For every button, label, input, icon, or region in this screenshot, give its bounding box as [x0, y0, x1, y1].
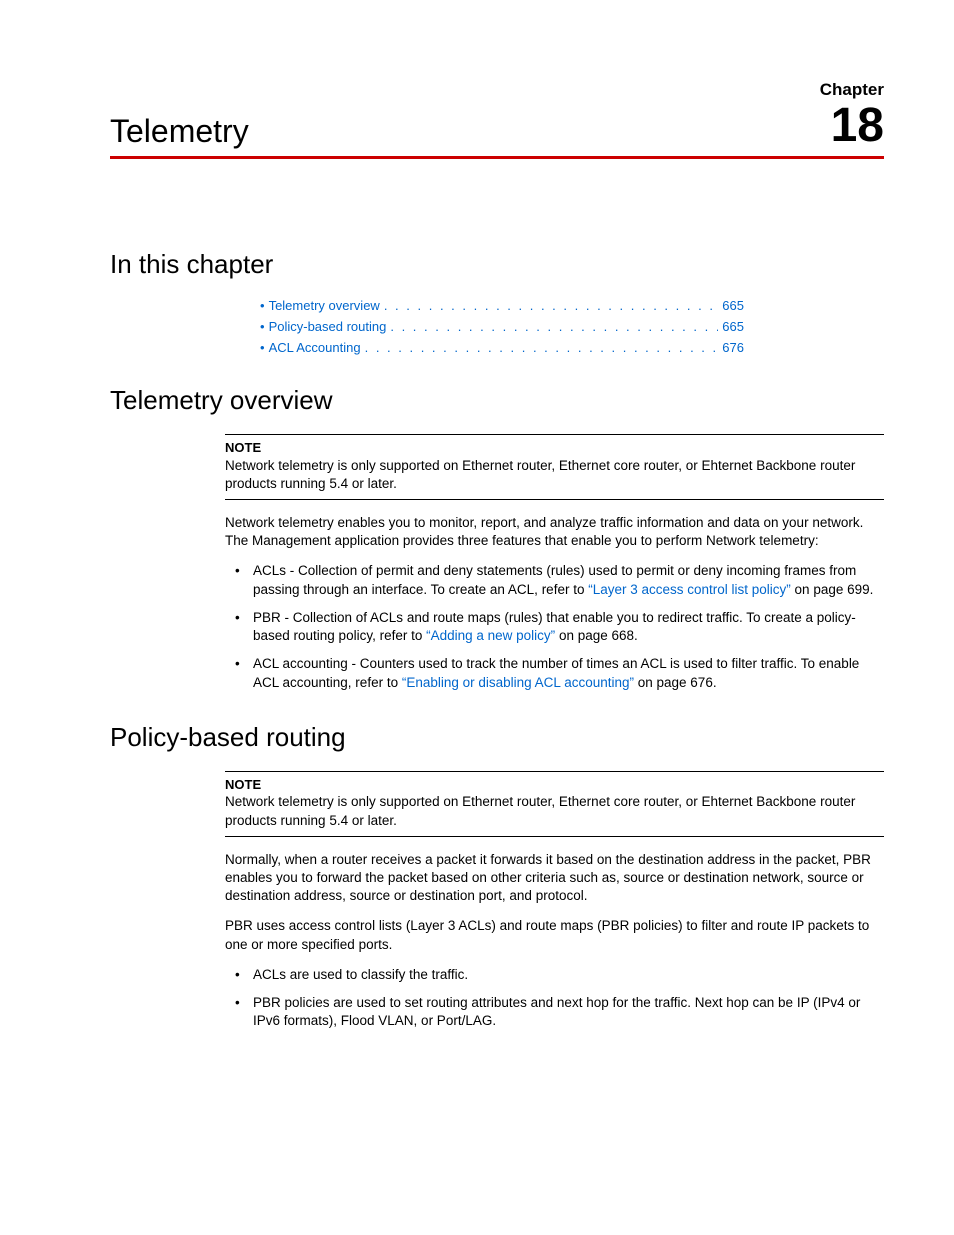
- chapter-label-block: Chapter 18: [820, 80, 884, 150]
- section-heading-telemetry-overview: Telemetry overview: [110, 385, 884, 416]
- chapter-label: Chapter: [820, 80, 884, 100]
- toc-leader: . . . . . . . . . . . . . . . . . . . . …: [390, 319, 718, 334]
- note-box: NOTE Network telemetry is only supported…: [225, 771, 884, 837]
- note-text: Network telemetry is only supported on E…: [225, 793, 884, 829]
- bullet-icon: •: [260, 340, 265, 355]
- toc-list: • Telemetry overview . . . . . . . . . .…: [260, 298, 884, 355]
- list-text: PBR policies are used to set routing att…: [253, 995, 860, 1028]
- list-item: ACLs are used to classify the traffic.: [225, 966, 884, 984]
- chapter-header: Telemetry Chapter 18: [110, 80, 884, 150]
- toc-link-pbr[interactable]: Policy-based routing: [269, 319, 387, 334]
- header-rule: [110, 156, 884, 159]
- note-label: NOTE: [225, 776, 884, 794]
- toc-item: • ACL Accounting . . . . . . . . . . . .…: [260, 340, 884, 355]
- list-text-post: on page 676.: [634, 675, 717, 690]
- bullet-list: ACLs - Collection of permit and deny sta…: [225, 562, 884, 691]
- list-item: ACLs - Collection of permit and deny sta…: [225, 562, 884, 598]
- section-heading-in-this-chapter: In this chapter: [110, 249, 884, 280]
- toc-link-telemetry-overview[interactable]: Telemetry overview: [269, 298, 380, 313]
- toc-leader: . . . . . . . . . . . . . . . . . . . . …: [365, 340, 719, 355]
- toc-leader: . . . . . . . . . . . . . . . . . . . . …: [384, 298, 718, 313]
- list-text-post: on page 668.: [555, 628, 638, 643]
- content-telemetry-overview: NOTE Network telemetry is only supported…: [225, 434, 884, 692]
- list-text: ACLs are used to classify the traffic.: [253, 967, 468, 982]
- paragraph: PBR uses access control lists (Layer 3 A…: [225, 917, 884, 953]
- chapter-title: Telemetry: [110, 113, 249, 150]
- chapter-number: 18: [820, 102, 884, 150]
- toc-item: • Telemetry overview . . . . . . . . . .…: [260, 298, 884, 313]
- section-heading-pbr: Policy-based routing: [110, 722, 884, 753]
- paragraph: Normally, when a router receives a packe…: [225, 851, 884, 906]
- bullet-icon: •: [260, 319, 265, 334]
- toc-link-acl-accounting[interactable]: ACL Accounting: [269, 340, 361, 355]
- note-label: NOTE: [225, 439, 884, 457]
- note-box: NOTE Network telemetry is only supported…: [225, 434, 884, 500]
- list-item: PBR - Collection of ACLs and route maps …: [225, 609, 884, 645]
- link-layer3-acl-policy[interactable]: “Layer 3 access control list policy”: [588, 582, 791, 597]
- bullet-icon: •: [260, 298, 265, 313]
- toc-item: • Policy-based routing . . . . . . . . .…: [260, 319, 884, 334]
- paragraph: Network telemetry enables you to monitor…: [225, 514, 884, 550]
- link-adding-new-policy[interactable]: “Adding a new policy”: [426, 628, 555, 643]
- bullet-list: ACLs are used to classify the traffic. P…: [225, 966, 884, 1031]
- toc-page-number[interactable]: 665: [722, 298, 744, 313]
- list-item: PBR policies are used to set routing att…: [225, 994, 884, 1030]
- link-enabling-acl-accounting[interactable]: “Enabling or disabling ACL accounting”: [402, 675, 634, 690]
- content-pbr: NOTE Network telemetry is only supported…: [225, 771, 884, 1031]
- toc-page-number[interactable]: 665: [722, 319, 744, 334]
- toc-page-number[interactable]: 676: [722, 340, 744, 355]
- note-text: Network telemetry is only supported on E…: [225, 457, 884, 493]
- list-item: ACL accounting - Counters used to track …: [225, 655, 884, 691]
- page-container: Telemetry Chapter 18 In this chapter • T…: [0, 0, 954, 1102]
- list-text-post: on page 699.: [791, 582, 874, 597]
